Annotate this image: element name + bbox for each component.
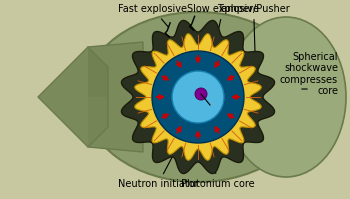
Ellipse shape [226,17,346,177]
Text: Plutonium core: Plutonium core [181,130,255,189]
Polygon shape [135,34,261,160]
Polygon shape [121,20,274,174]
Text: Tamper/Pusher: Tamper/Pusher [217,4,290,79]
Polygon shape [88,47,108,97]
Polygon shape [88,42,143,152]
Circle shape [172,71,224,123]
Text: Spherical
shockwave
compresses
core: Spherical shockwave compresses core [280,52,338,96]
Text: Slow explosive: Slow explosive [187,4,259,38]
Circle shape [195,88,207,100]
Ellipse shape [83,12,313,182]
Polygon shape [38,47,108,147]
Text: Fast explosive: Fast explosive [119,4,188,27]
Text: Neutron initiator: Neutron initiator [118,130,198,189]
Circle shape [152,51,244,143]
Polygon shape [88,97,108,147]
